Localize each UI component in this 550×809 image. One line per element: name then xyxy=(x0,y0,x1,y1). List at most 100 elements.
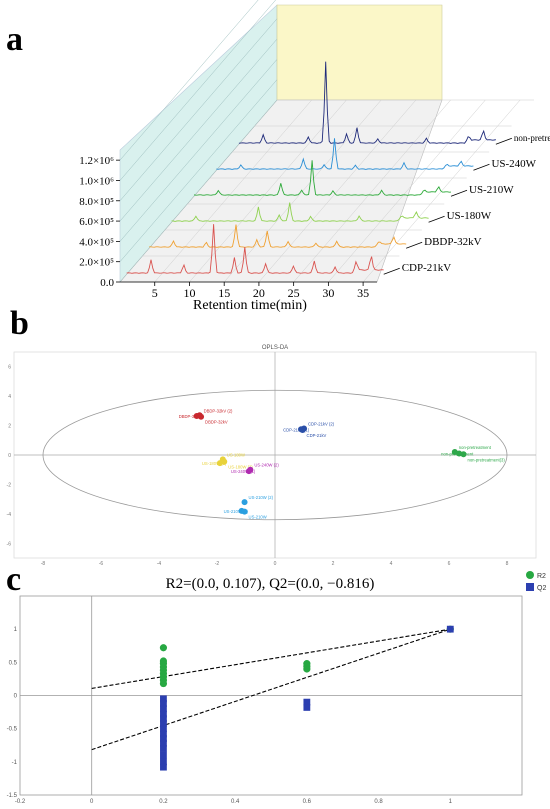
chromatogram-series xyxy=(126,61,496,274)
point-label: US-240W (1) xyxy=(231,469,256,474)
q2-point xyxy=(446,625,454,633)
score-point xyxy=(198,413,205,420)
regression-line-Q2 xyxy=(91,628,451,751)
x-axis-ticks: 5 10 15 20 25 30 35 xyxy=(120,281,377,300)
legend-marker-r2 xyxy=(526,571,534,579)
point-label: US-180W (1) xyxy=(202,461,227,466)
y-tick-label: 1.0×10⁶ xyxy=(79,175,114,187)
series-label: US-240W xyxy=(491,158,536,170)
score-point xyxy=(245,468,252,475)
x-tick-label: 20 xyxy=(253,286,265,300)
x-tick-label: -4 xyxy=(157,561,162,567)
q2-point xyxy=(160,730,167,738)
q2-point xyxy=(160,763,167,771)
y-tick-label: 1.2×10⁶ xyxy=(79,155,114,167)
series-label: non-pretreatment xyxy=(514,133,550,143)
panel-label-c: c xyxy=(6,561,21,598)
y-tick-label: 0 xyxy=(14,694,18,700)
chromatogram-line-CDP-21kV xyxy=(126,224,384,274)
x-tick-label: 15 xyxy=(218,286,230,300)
y-tick-label: 2 xyxy=(8,424,11,430)
point-label: non-pretreatment(3) xyxy=(468,457,506,462)
x-tick-label: 0 xyxy=(90,799,94,805)
x-tick-label: 5 xyxy=(152,286,158,300)
y-tick-label: 4 xyxy=(8,394,11,400)
q2-point xyxy=(303,704,311,711)
y-tick-label: -4 xyxy=(7,512,12,518)
chromatogram-3d-chart: 0.0 2.0×10⁵ 4.0×10⁵ 6.0×10⁵ 8.0×10⁵ 1.0×10⁶ 1.… xyxy=(79,0,550,313)
point-label: non-pretreatment xyxy=(441,452,474,457)
floor-gridline xyxy=(189,99,347,283)
x-tick-label: -6 xyxy=(99,561,104,567)
regression-line-R2 xyxy=(91,628,451,689)
x-tick-label: 6 xyxy=(448,561,451,567)
y-tick-label: 8.0×10⁵ xyxy=(79,196,114,208)
opls-axes: -8 -6 -4 -2 0 2 4 6 8 -6 -4 -2 0 2 4 6 xyxy=(7,351,537,567)
q2-point xyxy=(160,719,167,727)
y-tick-label: 2.0×10⁵ xyxy=(79,257,114,269)
permutation-test-chart: R2=(0.0, 0.107), Q2=(0.0, −0.816) -0.2 0 0… xyxy=(7,571,546,805)
point-label: non-pretreatment xyxy=(459,445,492,450)
q2-point xyxy=(160,739,167,747)
legend: R2 Q2 xyxy=(526,571,546,592)
x-tick-label: 0 xyxy=(274,561,277,567)
chromatogram-line-non-pretreatment xyxy=(238,61,496,144)
x-tick-label: -8 xyxy=(41,561,46,567)
point-label: US-180W xyxy=(227,452,245,457)
series-label-leader xyxy=(428,215,445,223)
panel-label-b: b xyxy=(10,305,29,342)
q2-point xyxy=(160,735,167,743)
point-label: US-210W (1) xyxy=(224,509,249,514)
series-label-leader xyxy=(406,241,423,249)
q2-point xyxy=(160,700,167,707)
point-label: CDP-21kV xyxy=(307,433,327,438)
x-tick-label: 25 xyxy=(288,286,300,300)
confidence-ellipse xyxy=(42,389,508,521)
wall-gridline xyxy=(119,59,278,242)
y-tick-label: 6 xyxy=(8,365,11,371)
r2-point xyxy=(159,679,168,688)
wall-gridline xyxy=(119,18,278,201)
panel-label-a: a xyxy=(6,21,23,58)
x-tick-label: 0.4 xyxy=(231,799,240,805)
legend-label: Q2 xyxy=(537,585,546,592)
wall-gridline xyxy=(119,0,277,181)
back-wall xyxy=(276,4,443,101)
series-label-leader xyxy=(383,267,400,275)
series-label-leader xyxy=(495,137,513,145)
point-label: US-210W (2) xyxy=(249,495,274,500)
y-tick-label: 6.0×10⁵ xyxy=(79,216,114,228)
y-tick-label: -1 xyxy=(12,760,18,766)
x-tick-label: 0.6 xyxy=(303,799,312,805)
floor-gridline xyxy=(154,99,312,283)
floor-gridline xyxy=(328,99,486,283)
q2-point xyxy=(160,715,167,723)
x-tick-label: 0.8 xyxy=(374,799,383,805)
x-tick-label: 30 xyxy=(322,286,334,300)
chromatogram-line-US-240W xyxy=(216,138,474,170)
q2-point xyxy=(160,695,167,703)
q2-point xyxy=(160,758,167,766)
x-tick-label: 0.2 xyxy=(159,799,168,805)
y-tick-label: -0.5 xyxy=(7,727,18,733)
r2-point xyxy=(303,665,311,673)
permutation-title: R2=(0.0, 0.107), Q2=(0.0, −0.816) xyxy=(166,576,375,592)
q2-point xyxy=(160,745,167,752)
wall-gridline xyxy=(119,79,278,262)
r2-point xyxy=(159,644,168,652)
wall-gridline xyxy=(119,99,278,283)
y-tick-label: 1 xyxy=(14,627,18,633)
x-tick-label: -0.2 xyxy=(15,799,26,805)
point-label: DBDP-32kV xyxy=(205,420,228,425)
point-label: DBDP-32kV (2) xyxy=(204,408,233,413)
wall-gridline xyxy=(119,38,278,222)
legend-label: R2 xyxy=(537,573,546,580)
chromatogram-line-DBDP-32kV xyxy=(149,224,407,248)
permutation-points xyxy=(159,625,454,771)
q2-point xyxy=(160,710,167,718)
x-axis-title: Retention time(min) xyxy=(193,298,307,313)
chromatogram-line-US-180W xyxy=(171,202,429,222)
y-tick-label: 0.0 xyxy=(100,277,114,289)
